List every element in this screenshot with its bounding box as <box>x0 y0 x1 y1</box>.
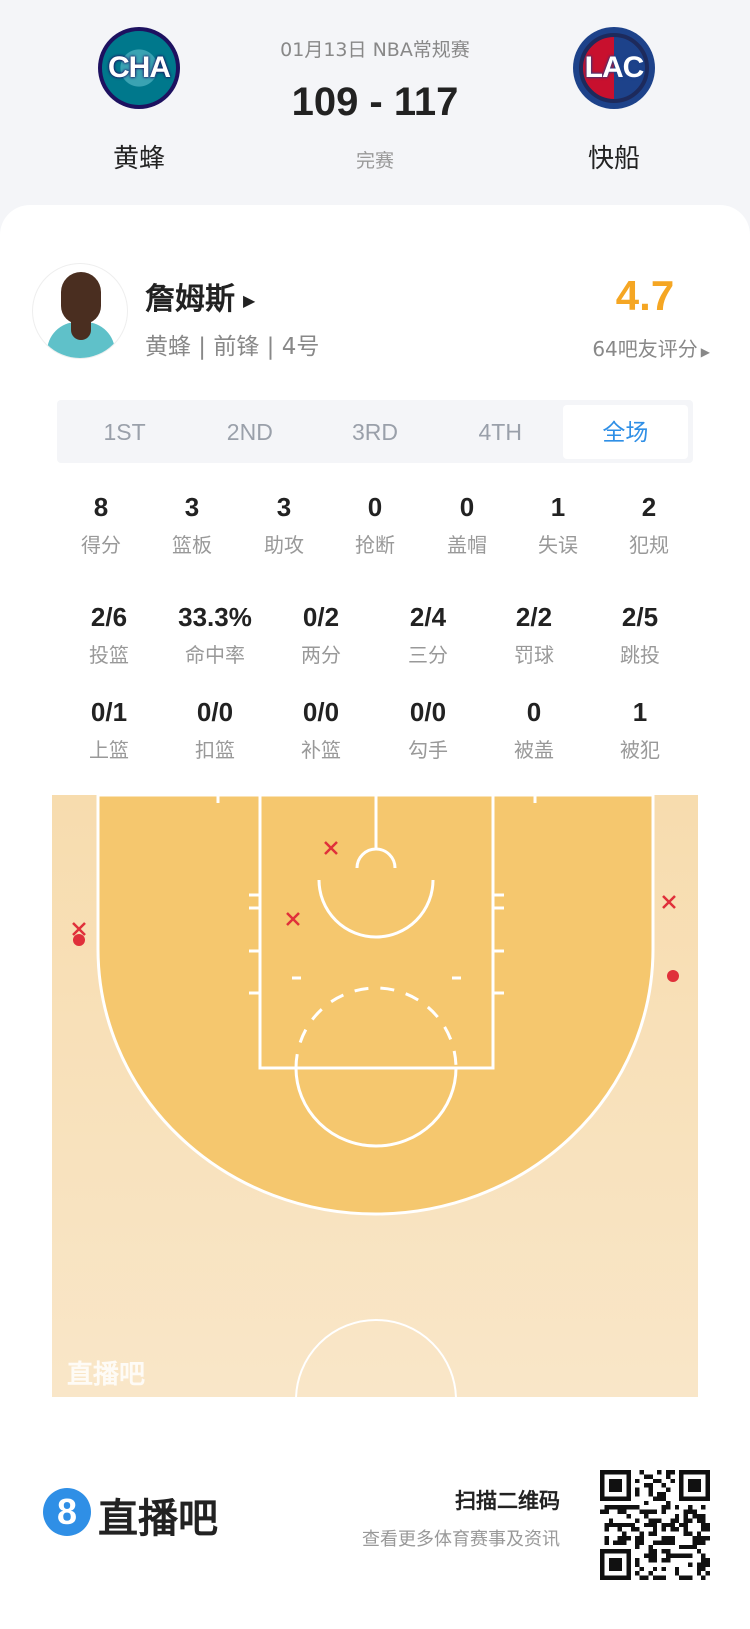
stat-label: 失误 <box>538 533 578 557</box>
shot-miss-marker <box>662 895 676 909</box>
stat-cell: 0/2 两分 <box>266 602 376 668</box>
stat-cell: 0 盖帽 <box>412 492 522 558</box>
stat-value: 0/0 <box>196 697 234 727</box>
stat-cell: 0/0 补篮 <box>266 697 376 763</box>
stat-cell: 0 被盖 <box>479 697 589 763</box>
stat-label: 盖帽 <box>447 533 487 557</box>
stat-cell: 2/2 罚球 <box>479 602 589 668</box>
tab-1st[interactable]: 1ST <box>103 418 146 445</box>
stat-label: 扣篮 <box>195 738 235 762</box>
player-name: 詹姆斯 <box>145 282 235 317</box>
stat-value: 0/1 <box>90 697 128 727</box>
stat-value: 1 <box>550 492 566 522</box>
stat-value: 0/0 <box>409 697 447 727</box>
stat-value: 0 <box>367 492 383 522</box>
stat-label: 得分 <box>81 533 121 557</box>
stat-label: 被盖 <box>514 738 554 762</box>
brand-logo: 8 <box>43 1488 91 1536</box>
stat-value: 2/2 <box>515 602 553 632</box>
stat-value: 2/5 <box>621 602 659 632</box>
stat-value: 8 <box>93 492 109 522</box>
stat-value: 0 <box>459 492 475 522</box>
caret-right-icon: ▶ <box>243 291 256 310</box>
stat-value: 2/6 <box>90 602 128 632</box>
stat-value: 2/4 <box>409 602 447 632</box>
tab-3rd[interactable]: 3RD <box>352 418 399 445</box>
stat-value: 0/0 <box>302 697 340 727</box>
stat-value: 0/2 <box>302 602 340 632</box>
rating-link[interactable]: 64吧友评分 ▶ <box>592 333 710 362</box>
player-name-link[interactable]: 詹姆斯 ▶ <box>145 274 255 318</box>
tab-4th[interactable]: 4TH <box>478 418 522 445</box>
stat-label: 犯规 <box>629 533 669 557</box>
caret-right-icon: ▶ <box>700 345 710 359</box>
stat-label: 两分 <box>301 643 341 667</box>
stat-cell: 3 助攻 <box>229 492 339 558</box>
shot-miss-marker <box>72 922 86 936</box>
stat-cell: 33.3% 命中率 <box>160 602 270 668</box>
free-throw-circle-top <box>294 986 458 1069</box>
tab-全场[interactable]: 全场 <box>562 404 689 459</box>
stat-label: 抢断 <box>355 533 395 557</box>
stat-value: 2 <box>641 492 657 522</box>
stat-value: 0 <box>526 697 542 727</box>
shot-make-marker <box>73 934 85 946</box>
stat-label: 篮板 <box>172 533 212 557</box>
lane <box>258 795 495 1070</box>
center-circle <box>295 1319 457 1397</box>
away-team-logo[interactable]: LAC <box>573 27 655 109</box>
stat-value: 33.3% <box>178 602 252 632</box>
home-team-name[interactable]: 黄蜂 <box>112 144 165 174</box>
stat-label: 罚球 <box>514 643 554 667</box>
stat-label: 补篮 <box>301 738 341 762</box>
qr-code[interactable] <box>600 1470 710 1580</box>
stat-cell: 0/1 上篮 <box>54 697 164 763</box>
away-team-name[interactable]: 快船 <box>587 144 640 174</box>
stat-label: 被犯 <box>620 738 660 762</box>
stat-cell: 3 篮板 <box>137 492 247 558</box>
stat-value: 3 <box>184 492 200 522</box>
match-status: 完赛 <box>355 150 394 172</box>
brand-name: 直播吧 <box>98 1496 218 1542</box>
match-date-league: 01月13日 NBA常规赛 <box>280 39 470 61</box>
stat-cell: 2/5 跳投 <box>585 602 695 668</box>
restricted-area <box>317 879 435 939</box>
stat-cell: 2/6 投篮 <box>54 602 164 668</box>
stat-label: 跳投 <box>620 643 660 667</box>
stat-cell: 2 犯规 <box>594 492 704 558</box>
basket <box>355 847 397 869</box>
stat-label: 三分 <box>408 643 448 667</box>
scan-subtitle: 查看更多体育赛事及资讯 <box>362 1529 560 1550</box>
match-score: 109 - 117 <box>291 80 459 124</box>
stat-cell: 2/4 三分 <box>373 602 483 668</box>
period-tabs: 1ST 2ND 3RD 4TH 全场 <box>57 400 693 463</box>
tab-2nd[interactable]: 2ND <box>226 418 273 445</box>
shot-miss-marker <box>324 841 338 855</box>
stat-cell: 8 得分 <box>46 492 156 558</box>
stat-cell: 0/0 扣篮 <box>160 697 270 763</box>
free-throw-circle-bottom <box>294 1067 458 1148</box>
stat-label: 投篮 <box>89 643 129 667</box>
shot-make-marker <box>667 970 679 982</box>
stat-value: 3 <box>276 492 292 522</box>
player-rating: 4.7 <box>615 272 675 319</box>
player-info: 黄蜂 | 前锋 | 4号 <box>145 334 320 360</box>
stat-cell: 0 抢断 <box>320 492 430 558</box>
stat-value: 1 <box>632 697 648 727</box>
shot-miss-marker <box>286 912 300 926</box>
rating-label: 64吧友评分 <box>592 337 698 361</box>
stat-label: 命中率 <box>185 643 245 667</box>
three-point-line <box>96 795 655 1216</box>
stat-label: 勾手 <box>408 738 448 762</box>
player-avatar[interactable] <box>32 263 128 359</box>
court-watermark: 直播吧 <box>67 1360 145 1390</box>
shot-chart-court: 直播吧 <box>52 795 698 1397</box>
stat-cell: 1 失误 <box>503 492 613 558</box>
scan-title: 扫描二维码 <box>455 1489 560 1513</box>
stat-label: 上篮 <box>89 738 129 762</box>
stat-cell: 0/0 勾手 <box>373 697 483 763</box>
home-team-logo[interactable]: CHA <box>98 27 180 109</box>
stat-cell: 1 被犯 <box>585 697 695 763</box>
stat-label: 助攻 <box>264 533 304 557</box>
